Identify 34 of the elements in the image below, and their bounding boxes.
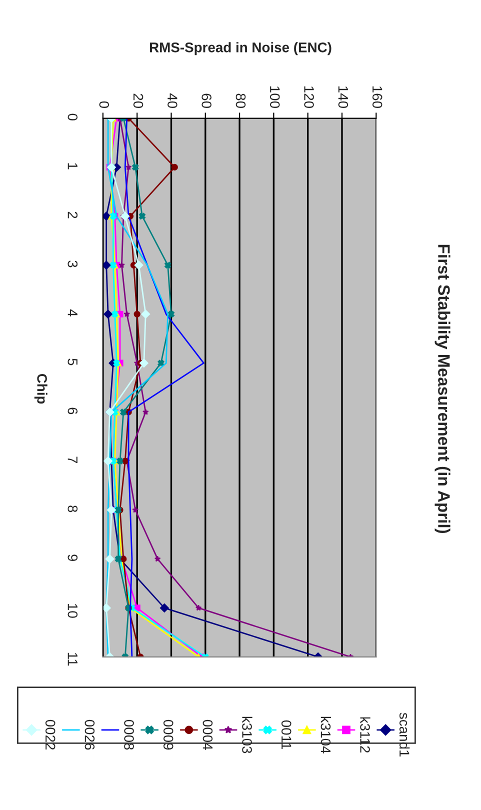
legend-label: k3104	[320, 716, 331, 754]
legend-label: 0009	[163, 720, 174, 750]
y-tick-label: 2	[68, 212, 78, 218]
y-tick-label: 5	[68, 358, 78, 366]
legend-label: scand1	[399, 712, 410, 757]
legend-label: k3112	[360, 717, 370, 753]
x-axis-title: RMS-Spread in Noise (ENC)	[150, 42, 332, 56]
x-tick-label: 120	[304, 86, 314, 108]
y-tick-label: 7	[68, 456, 78, 464]
x-tick-label: 20	[133, 94, 144, 108]
y-tick-label: 3	[68, 260, 78, 268]
x-tick-label: 40	[168, 93, 178, 108]
y-tick-label: 8	[68, 506, 78, 512]
legend-label: 0008	[124, 720, 134, 750]
x-tick-label: 160	[372, 86, 382, 108]
x-tick-label: 0	[99, 101, 110, 108]
y-tick-label: 10	[68, 604, 78, 618]
text: First Stability Measurement (in April)	[434, 244, 450, 534]
y-tick-label: 6	[68, 408, 78, 414]
legend-label: 0022	[45, 720, 56, 750]
y-tick-label: 0	[68, 114, 78, 120]
legend-label: 0004	[202, 720, 213, 750]
x-tick-label: 100	[270, 86, 280, 108]
y-tick-label: 4	[68, 309, 78, 316]
legend-label: k3103	[242, 716, 252, 754]
y-tick-label: 11	[68, 652, 78, 666]
x-tick-label: 80	[236, 94, 246, 108]
y-axis-title: Chip	[34, 374, 48, 404]
legend-label: 0026	[84, 720, 95, 750]
legend-label: 0011	[281, 720, 292, 750]
y-tick-label: 9	[68, 554, 78, 562]
x-tick-label: 140	[338, 86, 348, 108]
y-tick-label: 1	[68, 163, 78, 170]
x-tick-label: 60	[202, 94, 212, 108]
